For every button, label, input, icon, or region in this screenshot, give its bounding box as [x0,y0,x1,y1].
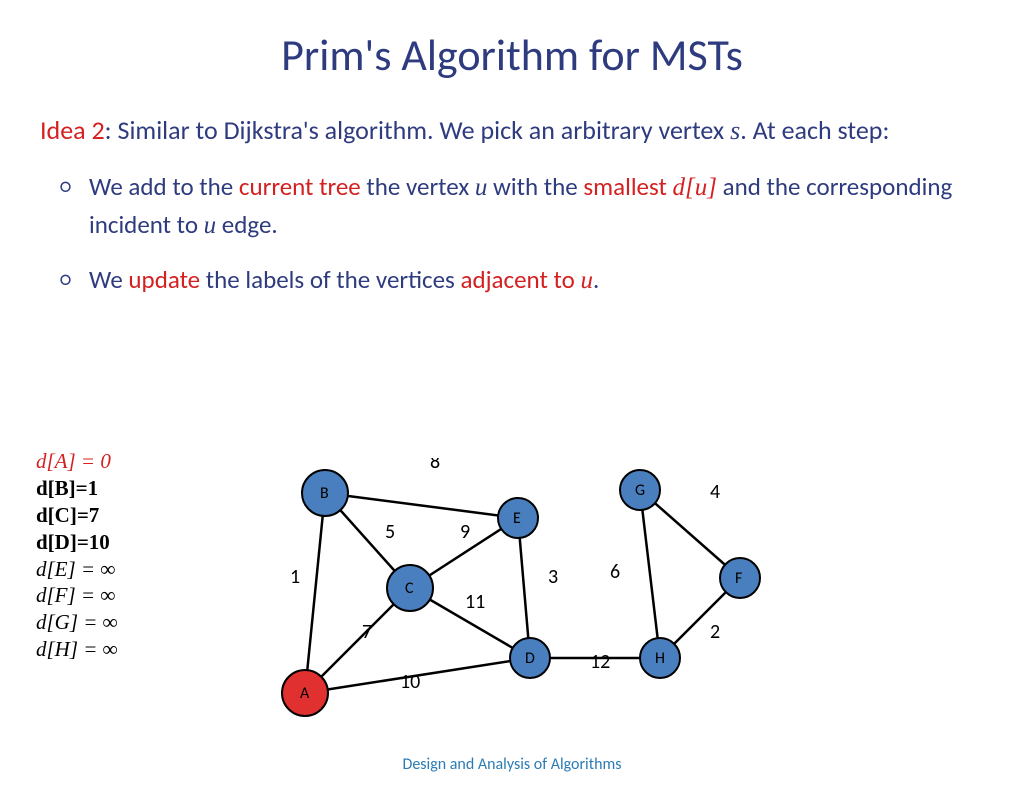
label-dA: d[A] = 0 [36,448,118,475]
graph-diagram: A B C E D G H F 1 7 10 5 8 9 11 3 12 6 2 4 [230,458,850,728]
bullet-list: ○ We add to the current tree the vertex … [60,169,1024,299]
edge-weight-H-F: 2 [710,620,720,644]
label-dB: d[B]=1 [36,475,118,502]
node-label-A: A [300,684,310,703]
b2-u: u [580,267,593,294]
b2-b: update [128,264,200,295]
node-label-C: C [405,579,414,598]
b1-a: We add to the [89,171,239,202]
node-label-D: D [525,649,535,668]
edge-weight-G-F: 4 [710,480,720,504]
node-label-B: B [320,484,329,503]
b1-f: d[u] [673,174,717,201]
edge-weight-B-E: 8 [430,458,440,474]
edge-weight-C-D: 11 [465,590,485,614]
b1-d: with the [487,171,583,202]
label-dF: d[F] = ∞ [36,582,118,609]
edge-weight-A-C: 7 [362,620,372,644]
b1-c: the vertex [361,171,475,202]
edge-H-G [640,490,660,658]
label-dC: d[C]=7 [36,502,118,529]
b2-a: We [89,264,128,295]
b1-u2: u [204,212,217,239]
idea-label: Idea 2 [40,114,105,146]
edge-weight-D-H: 12 [590,650,610,674]
b2-e: . [593,264,599,295]
b1-e: smallest [583,171,672,202]
node-label-G: G [635,481,645,500]
edge-weight-B-C: 5 [385,520,395,544]
idea-paragraph: Idea 2: Similar to Dijkstra's algorithm.… [40,112,984,149]
bullet-1: ○ We add to the current tree the vertex … [60,169,1024,244]
node-label-E: E [513,509,521,528]
label-dE: d[E] = ∞ [36,556,118,583]
node-label-H: H [655,649,665,668]
bullet-marker-icon: ○ [60,173,71,244]
b2-d: adjacent to [460,264,580,295]
b2-c: the labels of the vertices [200,264,460,295]
edge-weight-H-G: 6 [610,560,620,584]
edge-weight-C-E: 9 [460,520,470,544]
edge-weight-E-D: 3 [548,565,558,589]
idea-text-1: : Similar to Dijkstra's algorithm. We pi… [105,114,730,146]
label-dH: d[H] = ∞ [36,636,118,663]
bullet-marker-icon: ○ [60,266,71,299]
bullet-2: ○ We update the labels of the vertices a… [60,262,1024,299]
graph-svg: A B C E D G H F 1 7 10 5 8 9 11 3 12 6 2 4 [230,458,850,728]
idea-text-2: . At each step: [740,114,889,146]
label-dG: d[G] = ∞ [36,609,118,636]
slide-title: Prim's Algorithm for MSTs [0,28,1024,82]
edge-A-B [305,493,325,693]
b1-h: edge. [216,209,278,240]
b1-b: current tree [239,171,361,202]
slide-footer: Design and Analysis of Algorithms [0,755,1024,774]
idea-var-s: s [730,116,740,145]
label-dD: d[D]=10 [36,529,118,556]
edge-weight-A-B: 1 [290,565,300,589]
edge-E-D [518,518,530,658]
distance-labels: d[A] = 0 d[B]=1 d[C]=7 d[D]=10 d[E] = ∞ … [36,448,118,663]
b1-u: u [475,174,488,201]
edge-B-E [325,493,518,518]
edge-weight-A-D: 10 [400,670,420,694]
node-label-F: F [735,569,742,588]
